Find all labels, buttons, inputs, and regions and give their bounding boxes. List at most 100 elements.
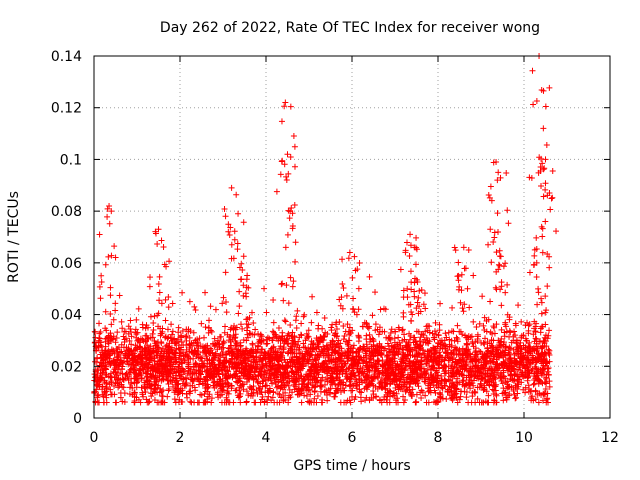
data-point xyxy=(460,308,467,315)
data-point xyxy=(544,283,551,290)
data-point xyxy=(480,322,487,329)
data-point xyxy=(161,399,168,406)
data-point xyxy=(285,300,292,307)
data-point xyxy=(263,362,270,369)
data-point xyxy=(459,331,466,338)
data-point xyxy=(372,348,379,355)
data-point xyxy=(356,259,363,266)
data-point xyxy=(186,298,193,305)
data-point xyxy=(346,364,353,371)
data-point xyxy=(504,207,511,214)
data-point xyxy=(435,331,442,338)
data-point xyxy=(151,313,158,320)
data-point xyxy=(502,289,509,296)
data-point xyxy=(323,387,330,394)
data-point xyxy=(206,391,213,398)
data-point xyxy=(391,351,398,358)
data-point xyxy=(343,292,350,299)
data-point xyxy=(326,358,333,365)
data-point xyxy=(478,359,485,366)
data-point xyxy=(155,344,162,351)
data-point xyxy=(284,151,291,158)
data-point xyxy=(297,350,304,357)
x-tick-label: 10 xyxy=(515,430,533,446)
data-point xyxy=(228,324,235,331)
data-point xyxy=(160,387,167,394)
data-point xyxy=(337,302,344,309)
data-point xyxy=(95,381,102,388)
data-point xyxy=(196,335,203,342)
data-point xyxy=(412,377,419,384)
data-point xyxy=(220,294,227,301)
data-point xyxy=(441,363,448,370)
data-point xyxy=(314,392,321,399)
data-point xyxy=(204,377,211,384)
data-point xyxy=(291,201,298,208)
data-point xyxy=(544,368,551,375)
data-point xyxy=(416,337,423,344)
data-point xyxy=(261,349,268,356)
data-point xyxy=(470,382,477,389)
data-point xyxy=(497,286,504,293)
data-point xyxy=(423,323,430,330)
data-point xyxy=(204,396,211,403)
data-point xyxy=(369,312,376,319)
data-point xyxy=(455,277,462,284)
data-point xyxy=(418,354,425,361)
data-point xyxy=(384,368,391,375)
data-point xyxy=(195,381,202,388)
data-point xyxy=(220,344,227,351)
data-point xyxy=(222,370,229,377)
data-point xyxy=(150,326,157,333)
data-point xyxy=(340,284,347,291)
data-point xyxy=(199,380,206,387)
data-point xyxy=(214,391,221,398)
data-point xyxy=(135,338,142,345)
data-point xyxy=(418,394,425,401)
data-point xyxy=(156,297,163,304)
data-point xyxy=(412,261,419,268)
data-point xyxy=(339,371,346,378)
data-point xyxy=(429,374,436,381)
data-point xyxy=(223,373,230,380)
data-point xyxy=(221,399,228,406)
data-point xyxy=(407,231,414,238)
data-point xyxy=(347,381,354,388)
data-point xyxy=(190,329,197,336)
data-point xyxy=(222,213,229,220)
data-point xyxy=(465,381,472,388)
data-point xyxy=(114,329,121,336)
data-point xyxy=(461,383,468,390)
data-point xyxy=(166,258,173,265)
data-point xyxy=(159,325,166,332)
data-point xyxy=(406,362,413,369)
data-point xyxy=(349,327,356,334)
data-point xyxy=(99,386,106,393)
data-point xyxy=(158,393,165,400)
data-point xyxy=(271,376,278,383)
data-point xyxy=(208,395,215,402)
data-point xyxy=(169,331,176,338)
y-tick-label: 0.02 xyxy=(51,359,82,375)
data-point xyxy=(484,339,491,346)
data-point xyxy=(103,392,110,399)
data-point xyxy=(269,328,276,335)
data-point xyxy=(305,327,312,334)
data-point xyxy=(532,329,539,336)
data-point xyxy=(236,288,243,295)
data-point xyxy=(425,340,432,347)
data-point xyxy=(378,344,385,351)
data-point xyxy=(151,386,158,393)
data-point xyxy=(520,362,527,369)
data-point xyxy=(394,383,401,390)
data-point xyxy=(511,357,518,364)
data-point xyxy=(417,334,424,341)
data-point xyxy=(234,362,241,369)
data-point xyxy=(285,207,292,214)
data-point xyxy=(437,395,444,402)
data-point xyxy=(159,398,166,405)
data-point xyxy=(102,261,109,268)
data-point xyxy=(165,370,172,377)
data-point xyxy=(262,382,269,389)
data-point xyxy=(293,376,300,383)
